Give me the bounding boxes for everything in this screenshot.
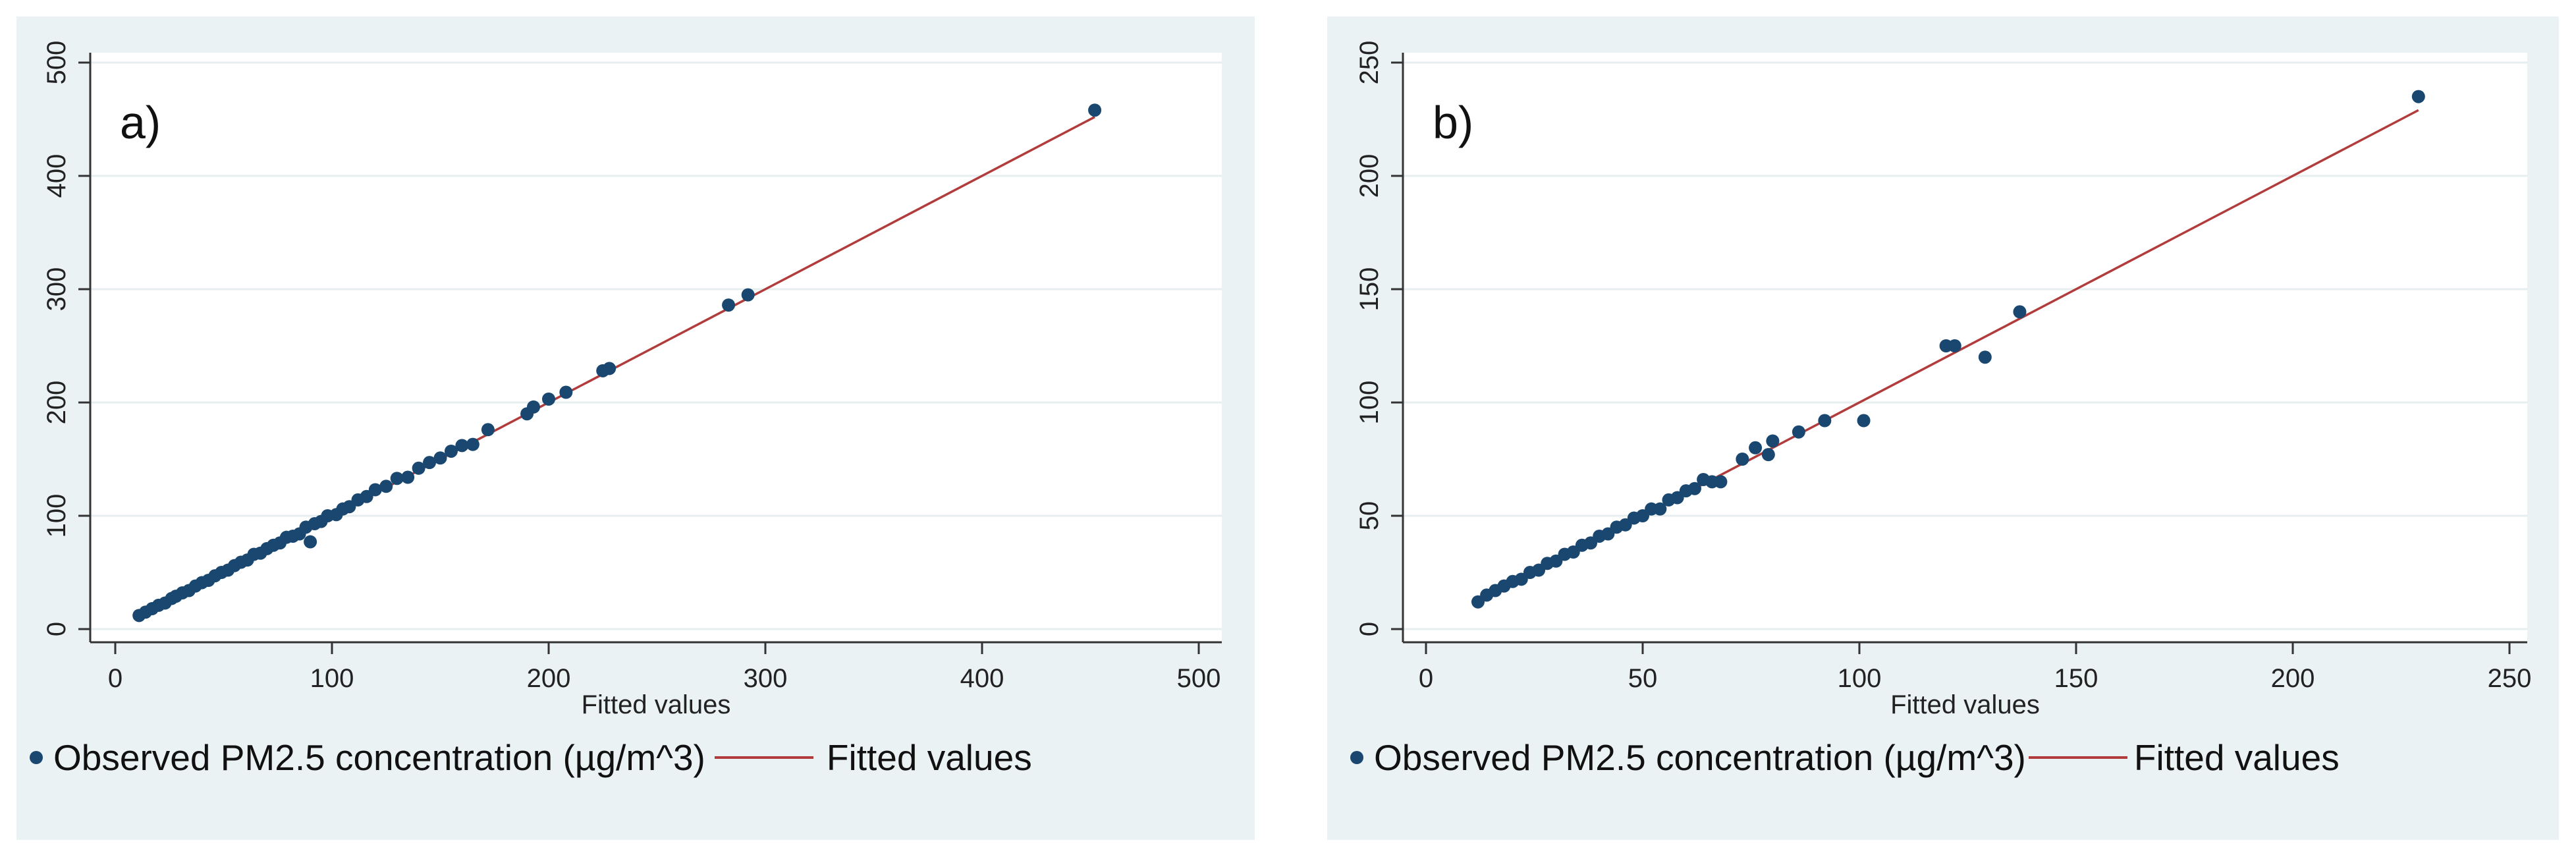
data-point [559, 385, 573, 399]
legend-marker-fitted [2028, 756, 2127, 759]
data-point [455, 439, 469, 453]
x-tick-label: 200 [2271, 664, 2315, 693]
data-point [1792, 425, 1805, 439]
y-tick-label: 250 [1355, 41, 1384, 85]
data-point [390, 472, 404, 485]
panel-label: b) [1433, 97, 1473, 148]
chart-panel-a: 0 100 200 300 400 500 0 100 200 300 400 500 Fitted v… [16, 16, 1255, 840]
x-tick-label: 0 [1419, 664, 1433, 693]
x-tick-label: 400 [960, 664, 1004, 693]
x-axis-title: Fitted values [582, 690, 731, 719]
legend-label-fitted: Fitted values [2133, 737, 2340, 778]
data-point [433, 451, 447, 465]
x-tick-label: 300 [744, 664, 788, 693]
y-tick-label: 400 [42, 154, 71, 198]
data-point [466, 437, 480, 451]
x-tick-label: 150 [2054, 664, 2098, 693]
legend-label-observed: Observed PM2.5 concentration (µg/m^3) [1374, 737, 2026, 778]
chart-panel-b: 0 50 100 150 200 250 0 50 100 150 200 250 Fitted val… [1327, 16, 2559, 840]
legend-b: Observed PM2.5 concentration (µg/m^3) Fi… [1350, 731, 2340, 784]
data-point [1818, 414, 1832, 428]
panel-label: a) [120, 97, 161, 148]
x-axis-title: Fitted values [1890, 690, 2040, 719]
data-point [1736, 453, 1749, 466]
data-point [1857, 414, 1871, 428]
data-point [542, 392, 555, 406]
y-tick-label: 0 [1355, 622, 1384, 636]
data-point [741, 288, 755, 302]
y-tick-label: 500 [42, 41, 71, 85]
x-tick-label: 0 [108, 664, 123, 693]
legend-marker-fitted [714, 756, 813, 759]
data-point [368, 483, 382, 497]
data-point [1687, 482, 1701, 495]
legend-marker-observed [1350, 751, 1363, 764]
legend-marker-observed [30, 751, 43, 764]
y-tick-label: 0 [42, 622, 71, 636]
x-tick-label: 250 [2488, 664, 2532, 693]
y-tick-label: 150 [1355, 267, 1384, 312]
data-point [304, 535, 317, 549]
legend-a: Observed PM2.5 concentration (µg/m^3) Fi… [30, 731, 1032, 784]
data-point [1948, 339, 1961, 352]
data-point [1978, 350, 1992, 364]
y-tick-label: 300 [42, 267, 71, 312]
data-point [1766, 434, 1780, 448]
data-point [379, 480, 393, 493]
data-point [526, 400, 540, 414]
legend-label-observed: Observed PM2.5 concentration (µg/m^3) [53, 737, 705, 778]
data-point [603, 362, 617, 375]
x-tick-label: 50 [1628, 664, 1658, 693]
data-point [423, 456, 437, 470]
x-tick-label: 500 [1177, 664, 1221, 693]
data-point [401, 470, 415, 484]
data-point [722, 298, 736, 312]
data-point [412, 461, 425, 475]
data-point [444, 444, 458, 458]
y-tick-label: 200 [42, 381, 71, 425]
data-point [2411, 90, 2425, 103]
scatter-plot-b: 0 50 100 150 200 250 0 50 100 150 200 250 Fitted val… [1355, 41, 2532, 719]
y-tick-label: 200 [1355, 154, 1384, 198]
data-point [1749, 441, 1763, 455]
scatter-plot-a: 0 100 200 300 400 500 0 100 200 300 400 500 Fitted v… [42, 41, 1222, 719]
y-tick-label: 50 [1355, 501, 1384, 531]
y-tick-label: 100 [42, 494, 71, 538]
legend-label-fitted: Fitted values [826, 737, 1032, 778]
data-point [1714, 475, 1728, 489]
data-point [481, 423, 495, 437]
data-point [1653, 502, 1667, 516]
x-tick-label: 100 [310, 664, 354, 693]
x-tick-label: 200 [527, 664, 571, 693]
data-point [1761, 448, 1775, 462]
x-tick-label: 100 [1838, 664, 1882, 693]
data-point [1088, 103, 1102, 117]
data-point [2013, 305, 2027, 319]
y-tick-label: 100 [1355, 381, 1384, 425]
